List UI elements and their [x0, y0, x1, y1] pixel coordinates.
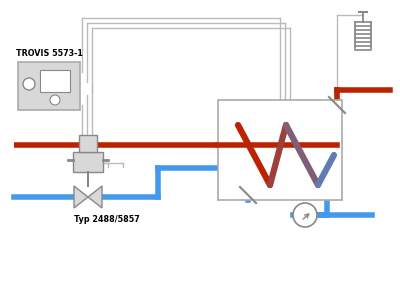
Bar — [40, 70, 70, 92]
Text: Typ 2488/5857: Typ 2488/5857 — [74, 215, 140, 224]
Text: TROVIS 5573-1: TROVIS 5573-1 — [16, 49, 82, 58]
Bar — [79, 135, 97, 152]
Circle shape — [23, 78, 35, 90]
Bar — [73, 152, 103, 172]
Bar — [18, 62, 80, 110]
Polygon shape — [88, 186, 102, 208]
Bar — [218, 100, 342, 200]
Polygon shape — [74, 186, 88, 208]
Circle shape — [293, 203, 317, 227]
Circle shape — [50, 95, 60, 105]
